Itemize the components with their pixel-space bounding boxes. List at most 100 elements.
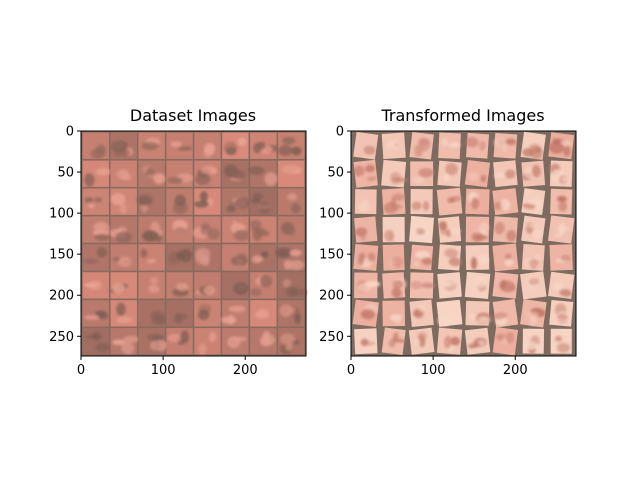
dataset-images-tile: [278, 160, 305, 187]
transformed-images-tile: [436, 299, 463, 327]
transformed-images-tile: [382, 300, 406, 327]
transformed-images-tile: [520, 299, 547, 328]
dataset-images-tile: [220, 300, 249, 327]
transformed-images-tile: [520, 131, 546, 160]
dataset-images-tile: [194, 132, 221, 159]
transformed-images-tile: [492, 271, 519, 299]
transformed-images-tile: [353, 131, 379, 160]
dataset-images-tile: [222, 244, 249, 271]
transformed-images-tile: [410, 244, 434, 271]
dataset-images-y-tick-label: 0: [66, 125, 74, 140]
transformed-images-x-tick-label: 100: [421, 363, 446, 378]
transformed-images-tile: [436, 187, 463, 216]
dataset-images-tile: [138, 328, 168, 355]
dataset-images-tile: [166, 244, 193, 271]
dataset-images-y-tick-label: 50: [57, 166, 74, 181]
dataset-images-tile: [110, 244, 137, 271]
transformed-images-tile: [437, 160, 462, 187]
transformed-images-tile: [437, 272, 462, 299]
transformed-images-grid: [351, 131, 576, 356]
transformed-images-y-tick-label: 150: [319, 248, 344, 263]
transformed-images-tile: [520, 271, 547, 300]
dataset-images-y-tick-label: 200: [49, 289, 74, 304]
dataset-images-tile: [138, 300, 167, 327]
dataset-images-tile: [109, 216, 137, 244]
transformed-images-tile: [492, 327, 519, 356]
dataset-images-y-tick-label: 250: [49, 330, 74, 345]
transformed-images-tile: [352, 299, 379, 327]
dataset-images-tile: [194, 244, 221, 271]
dataset-images-x-tick-label: 0: [77, 363, 85, 378]
dataset-images-tile: [82, 132, 109, 159]
transformed-images-tile: [549, 244, 573, 271]
dataset-images-tile: [110, 328, 140, 355]
transformed-images-x-ticks: 0 100 200: [347, 356, 528, 378]
dataset-images-tile: [82, 160, 111, 187]
dataset-images-x-tick-label: 200: [233, 363, 258, 378]
dataset-images-tile: [194, 300, 221, 327]
transformed-images-tile: [382, 244, 405, 271]
transformed-images-tile: [548, 132, 575, 160]
transformed-images-frame: [350, 130, 577, 357]
dataset-images-panel: Dataset Images 0 100 200 0 50 100 150 200 250: [49, 106, 307, 378]
transformed-images-tile: [522, 328, 545, 354]
transformed-images-y-tick-label: 200: [319, 289, 344, 304]
transformed-images-tile: [493, 132, 518, 159]
dataset-images-tile: [166, 272, 193, 299]
dataset-images-x-tick-label: 100: [151, 363, 176, 378]
dataset-images-tile: [278, 300, 305, 327]
transformed-images-tile: [408, 327, 435, 355]
dataset-images-tile: [166, 216, 193, 243]
dataset-images-tile: [138, 272, 165, 299]
transformed-images-tile: [353, 159, 378, 188]
transformed-images-tile: [438, 244, 462, 271]
dataset-images-tile: [278, 132, 305, 159]
transformed-images-tile: [465, 216, 490, 243]
transformed-images-tile: [465, 132, 490, 159]
transformed-images-tile: [465, 244, 490, 271]
dataset-images-tile: [110, 132, 137, 159]
dataset-images-tile: [250, 244, 277, 271]
dataset-images-y-ticks: 0 50 100 150 200 250: [49, 125, 81, 345]
transformed-images-tile: [354, 216, 378, 243]
transformed-images-tile: [409, 299, 434, 327]
transformed-images-tile: [465, 300, 492, 326]
dataset-images-tile: [110, 188, 137, 215]
dataset-images-tile: [194, 188, 221, 215]
transformed-images-y-tick-label: 0: [336, 125, 344, 140]
transformed-images-tile: [381, 188, 406, 216]
dataset-images-tile: [110, 300, 137, 327]
transformed-images-tile: [492, 216, 518, 243]
dataset-images-tile: [250, 300, 277, 327]
dataset-images-tile: [138, 132, 165, 159]
transformed-images-tile: [493, 160, 518, 187]
dataset-images-tile: [222, 272, 249, 299]
dataset-images-tile: [250, 132, 280, 159]
dataset-images-tile: [275, 244, 305, 271]
transformed-images-tile: [547, 215, 575, 244]
dataset-images-tile: [82, 272, 109, 299]
dataset-images-tile: [222, 188, 251, 215]
transformed-images-tile: [353, 243, 379, 271]
transformed-images-tile: [382, 272, 407, 299]
transformed-images-y-tick-label: 50: [327, 166, 344, 181]
dataset-images-tile: [248, 160, 278, 187]
transformed-images-tile: [521, 160, 546, 187]
transformed-images-tile: [521, 244, 545, 271]
dataset-images-tile: [110, 160, 137, 187]
dataset-images-tile: [166, 328, 193, 355]
dataset-images-tile: [194, 160, 221, 187]
dataset-images-tile: [166, 300, 193, 327]
dataset-images-tile: [250, 272, 277, 299]
dataset-images-title: Dataset Images: [130, 106, 256, 125]
transformed-images-x-tick-label: 200: [503, 363, 528, 378]
transformed-images-tile: [381, 327, 407, 356]
transformed-images-tile: [492, 243, 519, 272]
dataset-images-grid: [81, 131, 307, 356]
dataset-images-tile: [166, 132, 193, 159]
transformed-images-tile: [354, 189, 377, 215]
transformed-images-tile: [354, 272, 381, 299]
transformed-images-tile: [409, 272, 435, 299]
dataset-images-tile: [222, 216, 251, 243]
dataset-images-tile: [194, 272, 221, 299]
